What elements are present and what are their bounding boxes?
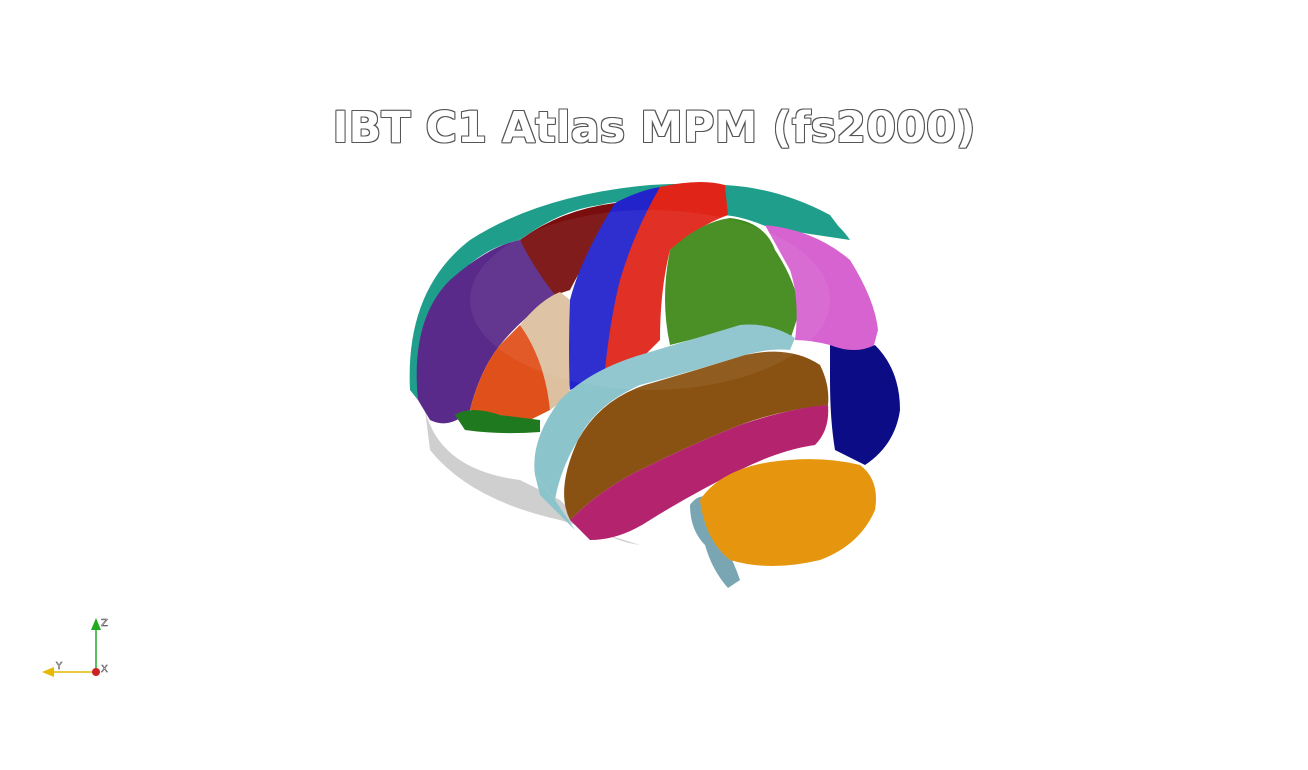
orientation-axes-widget: Z Y X (42, 618, 108, 677)
region-pars-orbitalis (455, 410, 540, 434)
x-axis-label: X (101, 664, 108, 675)
region-middle-temporal (564, 351, 829, 520)
region-temporal-pole (535, 475, 575, 530)
region-caudal-middle-frontal (520, 203, 615, 295)
z-axis-arrow-icon (91, 618, 101, 630)
region-superior-temporal (534, 324, 795, 500)
region-supramarginal (665, 218, 800, 345)
region-inferior-parietal (830, 345, 900, 465)
z-axis-label: Z (101, 618, 108, 629)
shading (470, 210, 830, 390)
x-axis-marker-icon (92, 668, 100, 676)
region-middle-frontal (416, 240, 555, 424)
region-pars-opercularis (520, 292, 570, 410)
viewer-title: IBT C1 Atlas MPM (fs2000) (332, 103, 976, 153)
region-postcentral (605, 181, 728, 370)
region-inferior-temporal (570, 405, 829, 540)
orbital-underside (425, 410, 640, 545)
region-pars-triangularis (470, 325, 550, 420)
region-cerebellum (700, 459, 876, 566)
region-superior-frontal (409, 183, 850, 400)
y-axis-label: Y (55, 661, 63, 672)
region-superior-parietal (765, 225, 878, 360)
region-paracentral (725, 185, 845, 235)
y-axis-arrow-icon (42, 667, 54, 677)
